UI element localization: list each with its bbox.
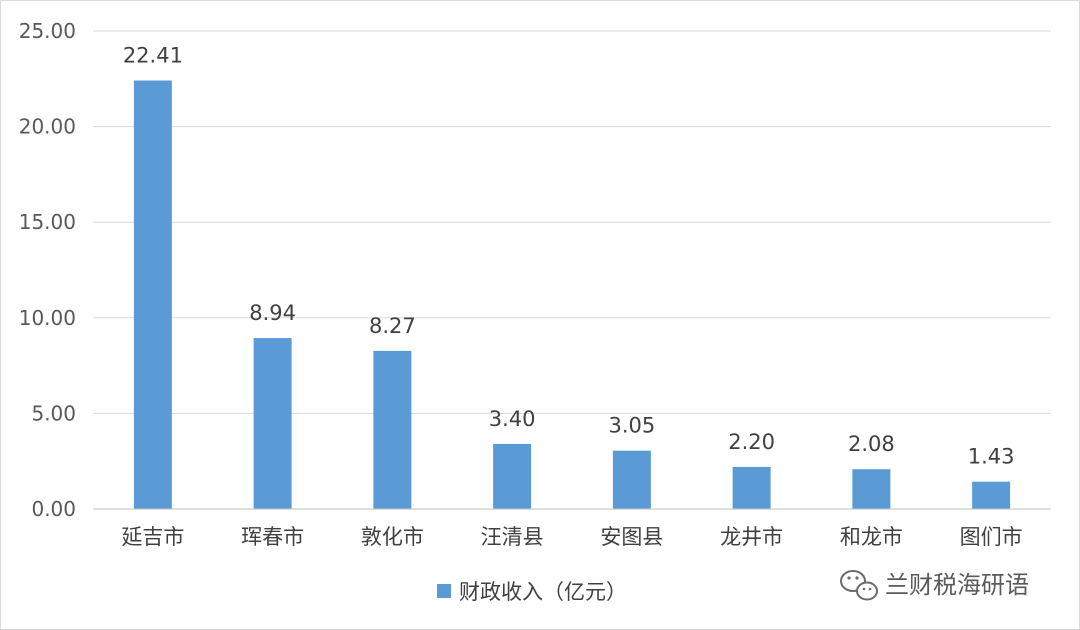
bar-value-label: 2.08 <box>848 432 895 456</box>
x-axis-labels: 延吉市 珲春市 敦化市 汪清县 安图县 龙井市 和龙市 图们市 <box>121 525 1022 549</box>
x-category-label: 汪清县 <box>481 525 544 549</box>
data-labels: 22.41 8.94 8.27 3.40 3.05 2.20 2.08 1.43 <box>123 44 1015 469</box>
legend-label: 财政收入（亿元） <box>459 580 627 604</box>
bar-value-label: 1.43 <box>968 445 1015 469</box>
bar-value-label: 3.40 <box>489 407 536 431</box>
bar-series <box>133 80 1011 509</box>
legend-swatch <box>437 584 451 598</box>
bar-value-label: 2.20 <box>728 430 775 454</box>
bar <box>852 469 891 509</box>
y-tick-label: 15.00 <box>19 210 76 234</box>
x-category-label: 敦化市 <box>361 525 424 549</box>
x-category-label: 龙井市 <box>720 525 783 549</box>
y-tick-label: 5.00 <box>31 401 76 425</box>
bar <box>493 443 532 509</box>
watermark-text: 兰财税海研语 <box>885 571 1029 599</box>
wechat-icon <box>840 570 878 601</box>
x-category-label: 图们市 <box>960 525 1023 549</box>
bar <box>612 450 651 509</box>
bar <box>133 80 172 509</box>
gridlines <box>93 30 1051 414</box>
x-category-label: 和龙市 <box>840 525 903 549</box>
y-tick-label: 25.00 <box>19 19 76 43</box>
y-tick-label: 20.00 <box>19 115 76 139</box>
bar-value-label: 3.05 <box>608 414 655 438</box>
legend: 财政收入（亿元） <box>437 580 627 604</box>
watermark: 兰财税海研语 <box>840 570 1029 601</box>
y-tick-label: 10.00 <box>19 306 76 330</box>
bar <box>373 350 412 509</box>
x-category-label: 安图县 <box>600 525 663 549</box>
y-tick-label: 0.00 <box>31 497 76 521</box>
bar <box>972 481 1011 509</box>
bar-value-label: 22.41 <box>123 44 183 68</box>
y-axis-ticks: 0.00 5.00 10.00 15.00 20.00 25.00 <box>19 19 76 521</box>
bar-value-label: 8.94 <box>249 301 296 325</box>
bar-value-label: 8.27 <box>369 314 416 338</box>
x-category-label: 延吉市 <box>121 525 184 549</box>
x-category-label: 珲春市 <box>241 525 304 549</box>
bar <box>253 338 292 509</box>
bar <box>732 466 771 509</box>
